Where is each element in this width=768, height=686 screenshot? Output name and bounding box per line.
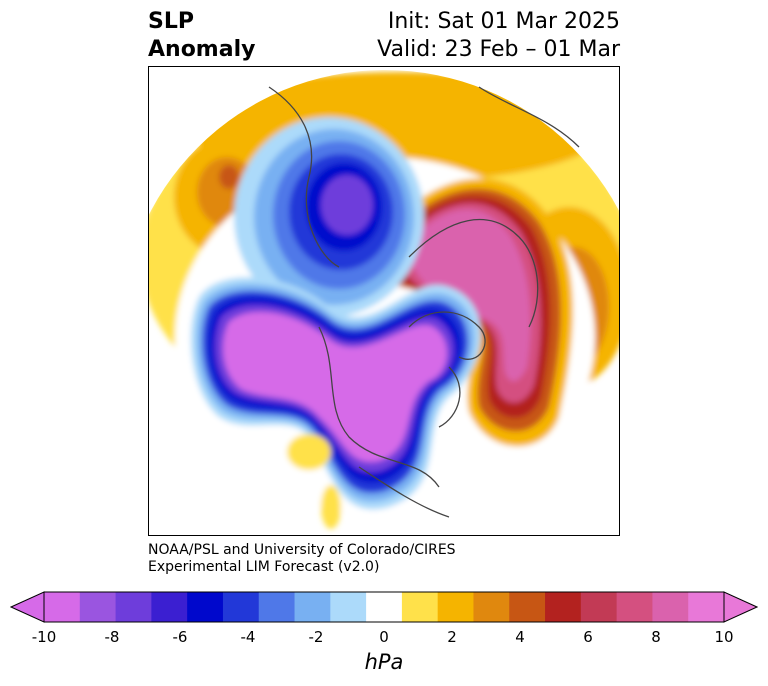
- colorbar-tick-label: 4: [515, 628, 525, 646]
- colorbar-cell: [222, 592, 260, 622]
- colorbar-cell: [473, 592, 510, 622]
- colorbar-tick-label: 10: [714, 628, 734, 646]
- colorbar-tick-label: 6: [583, 628, 593, 646]
- positive-patch-mexico: [321, 485, 341, 529]
- colorbar-tick-label: -8: [104, 628, 120, 646]
- colorbar-cell: [330, 592, 367, 622]
- colorbar-tick-label: -4: [240, 628, 256, 646]
- colorbar-tick-label: 0: [379, 628, 389, 646]
- colorbar-cell: [580, 592, 618, 622]
- colorbar-tick-label: 8: [651, 628, 661, 646]
- colorbar-tick-label: 2: [447, 628, 457, 646]
- credit-line-2: Experimental LIM Forecast (v2.0): [148, 559, 380, 575]
- forecast-dates: Init: Sat 01 Mar 2025 Valid: 23 Feb – 01…: [377, 8, 620, 64]
- colorbar-extend-max: [723, 591, 758, 623]
- title-line-2: Anomaly: [148, 37, 256, 62]
- negative-lobe-pacific: [190, 277, 481, 510]
- slp-anomaly-map: [149, 72, 619, 529]
- colorbar-cell: [616, 592, 653, 622]
- colorbar-cell: [258, 592, 296, 622]
- colorbar-cell: [401, 592, 439, 622]
- colorbar-extend-min: [10, 591, 45, 623]
- credit-text: NOAA/PSL and University of Colorado/CIRE…: [148, 542, 456, 576]
- colorbar-cell: [688, 592, 725, 622]
- colorbar-cell: [44, 592, 81, 622]
- colorbar-cell: [79, 592, 117, 622]
- map-panel: [148, 66, 620, 536]
- colorbar-cell: [366, 592, 403, 622]
- colorbar-unit: hPa: [364, 650, 404, 674]
- colorbar-cell: [437, 592, 474, 622]
- map-title: SLP Anomaly: [148, 8, 255, 64]
- title-line-1: SLP: [148, 9, 194, 34]
- colorbar-cell: [652, 592, 689, 622]
- colorbar-cell: [151, 592, 188, 622]
- colorbar-cell: [294, 592, 331, 622]
- init-date: Init: Sat 01 Mar 2025: [387, 9, 620, 34]
- credit-line-1: NOAA/PSL and University of Colorado/CIRE…: [148, 542, 456, 558]
- colorbar-tick-label: -6: [172, 628, 188, 646]
- colorbar-cell: [545, 592, 582, 622]
- colorbar-cell: [509, 592, 546, 622]
- valid-range: Valid: 23 Feb – 01 Mar: [377, 37, 620, 62]
- colorbar: [10, 591, 758, 623]
- colorbar-tick-label: -10: [31, 628, 57, 646]
- positive-patch-southwest: [287, 434, 331, 470]
- negative-lobe-greenland: [234, 117, 424, 317]
- coastlines: [268, 86, 580, 518]
- colorbar-cell: [115, 592, 152, 622]
- colorbar-tick-label: -2: [308, 628, 324, 646]
- colorbar-cell: [187, 592, 224, 622]
